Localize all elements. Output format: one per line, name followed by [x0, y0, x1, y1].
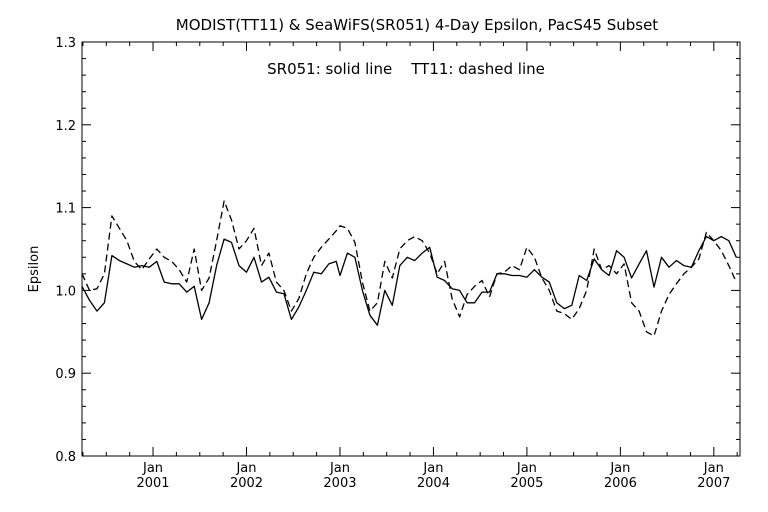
x-tick-month-label: Jan — [329, 461, 350, 476]
series-lines — [81, 200, 737, 337]
chart-title: MODIST(TT11) & SeaWiFS(SR051) 4-Day Epsi… — [176, 16, 659, 34]
x-tick-month-label: Jan — [142, 461, 163, 476]
x-tick-month-label: Jan — [516, 461, 537, 476]
y-tick-label: 1.0 — [55, 284, 76, 299]
x-tick-year-label: 2005 — [510, 476, 543, 491]
x-tick-month-label: Jan — [235, 461, 256, 476]
y-tick-label: 1.1 — [55, 202, 76, 217]
y-tick-label: 1.2 — [55, 119, 76, 134]
y-tick-label: 0.9 — [55, 367, 76, 382]
x-tick-year-label: 2006 — [604, 476, 637, 491]
x-tick-month-label: Jan — [422, 461, 443, 476]
plot-frame — [81, 41, 741, 457]
x-tick-year-label: 2004 — [417, 476, 450, 491]
y-tick-label: 1.3 — [55, 36, 76, 51]
x-tick-month-label: Jan — [703, 461, 724, 476]
x-tick-year-label: 2003 — [323, 476, 356, 491]
x-tick-month-label: Jan — [609, 461, 630, 476]
x-tick-year-label: 2001 — [136, 476, 169, 491]
line-style-annotation: SR051: solid line TT11: dashed line — [267, 60, 545, 78]
x-tick-year-label: 2007 — [697, 476, 730, 491]
axis-ticks: 0.80.91.01.11.21.3Jan2001Jan2002Jan2003J… — [55, 36, 740, 491]
x-tick-year-label: 2002 — [230, 476, 263, 491]
y-tick-label: 0.8 — [55, 450, 76, 465]
series-tt11-line — [81, 200, 737, 337]
series-sr051-line — [81, 235, 737, 326]
y-axis-label: Epsilon — [27, 246, 42, 293]
